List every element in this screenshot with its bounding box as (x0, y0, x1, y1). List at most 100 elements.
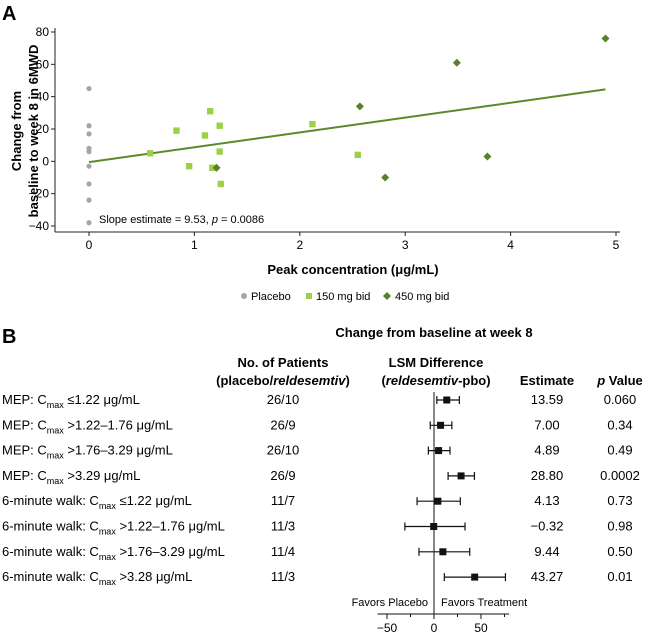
point-150mg (209, 164, 216, 171)
y-axis-label-line-2: baseline to week 8 in 6MWD (26, 45, 41, 218)
row-pvalue: 0.0002 (600, 468, 640, 483)
point-450mg (381, 173, 390, 182)
point-150mg (185, 162, 193, 170)
row-pvalue: 0.50 (607, 544, 632, 559)
row-patients: 11/4 (271, 544, 295, 559)
x-tick-label: 2 (296, 238, 303, 252)
row-estimate: 9.44 (534, 544, 559, 559)
forest-x-tick-label: −50 (377, 621, 398, 635)
y-axis-label-line-1: Change from (9, 91, 24, 171)
y-tick-label: 60 (36, 57, 50, 71)
row-label: MEP: Cmax >1.22–1.76 μg/mL (2, 417, 173, 435)
axes: −40 −20 0 20 40 60 80 0 1 2 3 4 5 (29, 25, 620, 252)
point-450mg (452, 58, 461, 67)
y-tick-label: 0 (42, 154, 49, 168)
y-tick-label: 20 (36, 122, 50, 136)
forest-axis: −50 0 50 (377, 392, 510, 635)
forest-title: Change from baseline at week 8 (335, 325, 532, 340)
point-placebo (86, 149, 92, 155)
row-patients: 26/9 (270, 468, 295, 483)
point-150mg (201, 132, 209, 139)
legend-marker-150 (306, 293, 312, 299)
row-patients: 26/10 (267, 443, 300, 458)
row-label: MEP: Cmax >3.29 μg/mL (2, 468, 140, 486)
row-label: MEP: Cmax ≤1.22 μg/mL (2, 392, 140, 410)
point-150mg (354, 151, 361, 159)
y-tick-label: −40 (29, 219, 50, 233)
estimate-marker (439, 548, 447, 556)
row-patients: 26/9 (270, 417, 295, 432)
row-patients: 11/7 (271, 493, 295, 508)
row-label: 6-minute walk: Cmax >3.28 μg/mL (2, 569, 192, 587)
col-header-patients-sub: (placebo/reldesemtiv) (216, 373, 350, 388)
point-placebo (86, 197, 92, 203)
estimate-marker (437, 421, 445, 429)
point-placebo (86, 163, 92, 169)
point-150mg (217, 180, 224, 188)
row-label: 6-minute walk: Cmax >1.76–3.29 μg/mL (2, 544, 225, 562)
panel-b: B Change from baseline at week 8 No. of … (2, 325, 643, 635)
row-pvalue: 0.98 (607, 519, 632, 534)
row-label: 6-minute walk: Cmax >1.22–1.76 μg/mL (2, 519, 225, 537)
point-placebo (86, 123, 92, 129)
y-tick-label: −20 (29, 187, 50, 201)
row-estimate: 7.00 (534, 417, 559, 432)
row-patients: 26/10 (267, 392, 300, 407)
point-placebo (86, 181, 92, 187)
forest-rows: MEP: Cmax ≤1.22 μg/mL 26/10 13.59 0.060 MEP:… (2, 392, 640, 587)
row-pvalue: 0.01 (607, 569, 632, 584)
panel-a-label: A (2, 3, 16, 25)
row-estimate: 4.89 (534, 443, 559, 458)
col-header-estimate: Estimate (520, 373, 574, 388)
point-150mg (216, 122, 223, 129)
col-header-patients: No. of Patients (237, 355, 328, 370)
x-tick-label: 4 (507, 238, 514, 252)
row-patients: 11/3 (271, 569, 295, 584)
forest-x-tick-label: 50 (474, 621, 488, 635)
estimate-marker (457, 472, 465, 480)
y-tick-label: 40 (36, 90, 50, 104)
col-header-pvalue: p Value (596, 373, 643, 388)
legend-label-450: 450 mg bid (395, 291, 449, 303)
point-placebo (86, 220, 92, 226)
data-points (86, 34, 610, 226)
row-estimate: 28.80 (531, 468, 564, 483)
point-450mg (483, 152, 492, 161)
col-header-lsm-sub: (reldesemtiv-pbo) (381, 373, 490, 388)
point-450mg (601, 34, 610, 43)
point-150mg (173, 127, 180, 134)
point-150mg (207, 108, 214, 115)
row-pvalue: 0.73 (607, 493, 632, 508)
row-estimate: 43.27 (531, 569, 564, 584)
legend-label-150: 150 mg bid (316, 291, 370, 303)
row-label: 6-minute walk: Cmax ≤1.22 μg/mL (2, 493, 192, 511)
point-150mg (309, 120, 316, 128)
forest-x-tick-label: 0 (431, 621, 438, 635)
row-label: MEP: Cmax >1.76–3.29 μg/mL (2, 443, 173, 461)
regression (88, 88, 606, 164)
legend-label-placebo: Placebo (251, 291, 291, 303)
row-estimate: 13.59 (531, 392, 564, 407)
slope-annotation: Slope estimate = 9.53, p = 0.0086 (99, 214, 264, 226)
estimate-marker (435, 447, 443, 455)
x-tick-label: 1 (191, 238, 198, 252)
col-header-lsm: LSM Difference (389, 355, 484, 370)
point-150mg (216, 148, 223, 155)
favors-placebo: Favors Placebo (352, 597, 428, 609)
legend-marker-450 (383, 292, 391, 300)
estimate-marker (471, 573, 479, 581)
point-450mg (212, 163, 221, 172)
panel-b-label: B (2, 326, 16, 348)
legend-marker-placebo (241, 293, 247, 299)
x-tick-label: 3 (402, 238, 409, 252)
row-estimate: 4.13 (534, 493, 559, 508)
regression-line (88, 88, 606, 164)
row-pvalue: 0.060 (604, 392, 637, 407)
point-150mg (146, 150, 154, 157)
row-estimate: −0.32 (531, 519, 564, 534)
x-tick-label: 0 (86, 238, 93, 252)
estimate-marker (434, 497, 442, 505)
point-450mg (355, 102, 364, 111)
point-placebo (86, 131, 92, 137)
panel-a: A Change from baseline to week 8 in 6MWD… (2, 3, 620, 303)
